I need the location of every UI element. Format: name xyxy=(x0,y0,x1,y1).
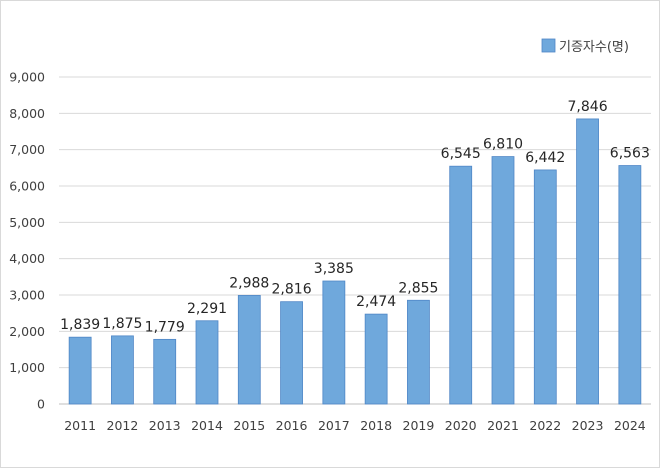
data-label-2024: 6,563 xyxy=(610,146,650,162)
y-tick-label: 9,000 xyxy=(9,70,45,85)
x-tick-label: 2024 xyxy=(614,418,646,433)
y-tick-label: 1,000 xyxy=(9,360,45,375)
y-tick-label: 0 xyxy=(37,397,45,412)
data-label-2013: 1,779 xyxy=(145,319,185,335)
legend: 기증자수(명) xyxy=(541,38,629,55)
x-tick-label: 2014 xyxy=(191,418,223,433)
data-label-2022: 6,442 xyxy=(525,150,565,166)
data-label-2019: 2,855 xyxy=(398,280,438,296)
gridlines xyxy=(59,76,651,405)
bar-2016 xyxy=(280,301,303,405)
x-tick-label: 2020 xyxy=(445,418,477,433)
x-tick-label: 2015 xyxy=(233,418,265,433)
data-label-2020: 6,545 xyxy=(441,146,481,162)
y-tick-label: 7,000 xyxy=(9,142,45,157)
y-axis-ticks: 0 1,000 2,000 3,000 4,000 5,000 6,000 7,000 8,00… xyxy=(9,70,45,412)
bar-2021 xyxy=(491,156,515,405)
x-tick-label: 2011 xyxy=(64,418,96,433)
data-label-2011: 1,839 xyxy=(60,317,100,333)
x-tick-label: 2016 xyxy=(276,418,308,433)
bar-2022 xyxy=(533,169,557,405)
y-tick-label: 4,000 xyxy=(9,251,45,266)
x-tick-label: 2017 xyxy=(318,418,350,433)
bar-2023 xyxy=(576,118,599,405)
x-tick-label: 2023 xyxy=(572,418,604,433)
bar-2019 xyxy=(407,299,430,405)
bar-2020 xyxy=(449,165,473,405)
y-tick-label: 8,000 xyxy=(9,106,45,121)
data-label-2014: 2,291 xyxy=(187,301,227,317)
data-label-2012: 1,875 xyxy=(102,316,142,332)
data-label-2016: 2,816 xyxy=(272,282,312,298)
x-tick-label: 2018 xyxy=(360,418,392,433)
bar-2011 xyxy=(68,336,92,405)
bar-2014 xyxy=(195,320,219,405)
data-label-2015: 2,988 xyxy=(229,275,269,291)
bar-2012 xyxy=(111,335,134,405)
y-tick-label: 5,000 xyxy=(9,215,45,230)
data-label-2018: 2,474 xyxy=(356,294,396,310)
data-label-2017: 3,385 xyxy=(314,261,354,277)
x-tick-label: 2022 xyxy=(529,418,561,433)
legend-label: 기증자수(명) xyxy=(559,40,629,55)
bars xyxy=(68,118,642,405)
legend-swatch xyxy=(541,38,556,53)
y-tick-label: 3,000 xyxy=(9,288,45,303)
x-axis-ticks: 2011 2012 2013 2014 2015 2016 2017 2018 2019 2020… xyxy=(64,418,646,433)
data-label-2021: 6,810 xyxy=(483,137,523,153)
x-tick-label: 2021 xyxy=(487,418,519,433)
y-tick-label: 2,000 xyxy=(9,324,45,339)
bar-2024 xyxy=(618,165,642,405)
bar-2015 xyxy=(237,295,261,405)
data-label-2023: 7,846 xyxy=(568,99,608,115)
x-tick-label: 2012 xyxy=(107,418,139,433)
x-tick-label: 2013 xyxy=(149,418,181,433)
bar-2017 xyxy=(322,280,346,405)
x-tick-label: 2019 xyxy=(403,418,435,433)
bar-2018 xyxy=(364,313,388,405)
y-tick-label: 6,000 xyxy=(9,179,45,194)
bar-2013 xyxy=(153,338,177,405)
